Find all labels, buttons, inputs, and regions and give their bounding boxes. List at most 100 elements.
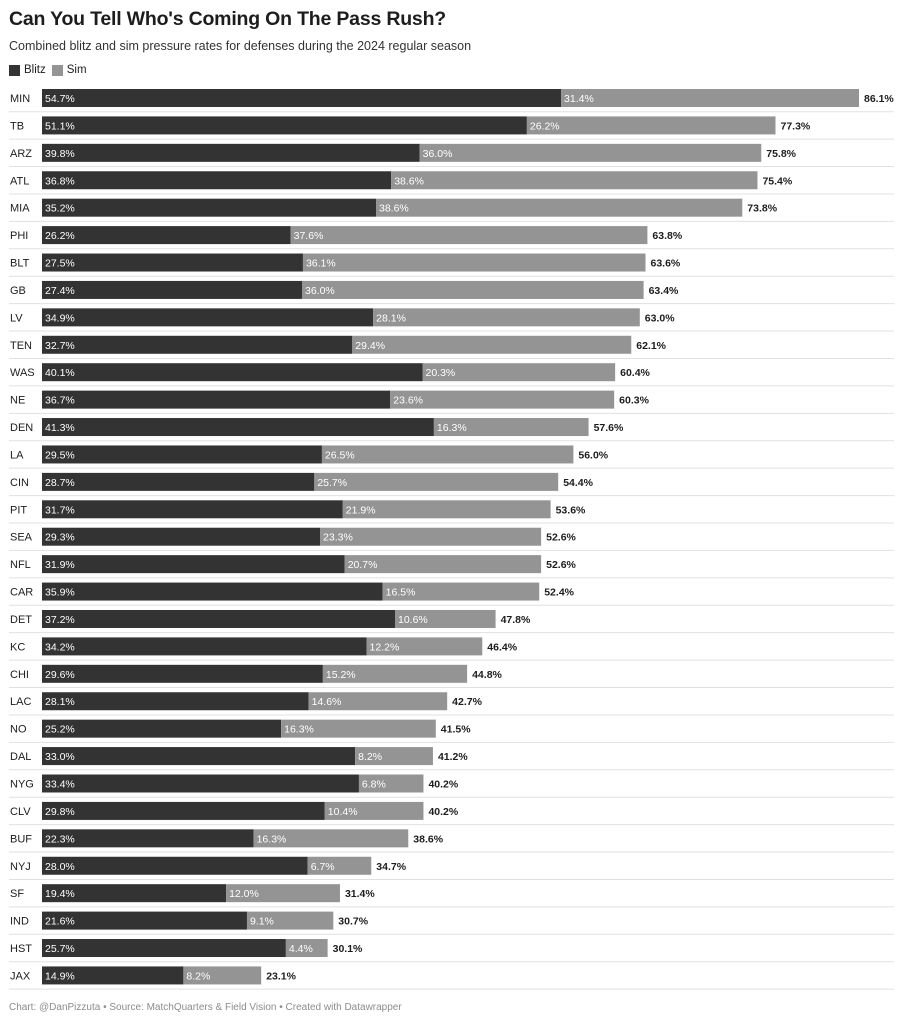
- data-label-blitz: 14.9%: [45, 970, 75, 982]
- data-label-sim: 38.6%: [394, 175, 424, 187]
- category-label: BLT: [10, 258, 30, 270]
- category-label: DET: [10, 614, 32, 626]
- data-label-total: 54.4%: [563, 477, 593, 489]
- data-label-blitz: 29.3%: [45, 532, 75, 544]
- data-label-total: 63.4%: [649, 285, 679, 297]
- data-label-blitz: 35.2%: [45, 203, 75, 215]
- data-label-sim: 16.5%: [386, 587, 416, 599]
- bar-sim: [226, 884, 340, 903]
- data-label-blitz: 27.5%: [45, 258, 75, 270]
- data-label-total: 73.8%: [747, 203, 777, 215]
- bar-blitz: [42, 418, 434, 437]
- category-label: PHI: [10, 230, 28, 242]
- legend-label-blitz: Blitz: [24, 64, 46, 76]
- bar-sim: [376, 198, 743, 217]
- bar-blitz: [42, 253, 303, 272]
- data-label-total: 31.4%: [345, 888, 375, 900]
- data-label-total: 46.4%: [487, 641, 517, 653]
- data-label-blitz: 27.4%: [45, 285, 75, 297]
- category-label: PIT: [10, 504, 27, 516]
- bar-blitz: [42, 692, 309, 711]
- bar-sim: [391, 171, 758, 190]
- category-label: NE: [10, 395, 25, 407]
- bar-blitz: [42, 884, 227, 903]
- data-label-sim: 31.4%: [564, 93, 594, 105]
- data-label-sim: 26.5%: [325, 449, 355, 461]
- data-label-total: 34.7%: [376, 861, 406, 873]
- data-label-total: 40.2%: [428, 806, 458, 818]
- bar-blitz: [42, 89, 562, 107]
- category-label: LAC: [10, 696, 31, 708]
- bar-sim: [302, 253, 646, 272]
- bar-blitz: [42, 856, 308, 875]
- data-label-sim: 15.2%: [326, 669, 356, 681]
- data-label-blitz: 34.2%: [45, 641, 75, 653]
- bar-blitz: [42, 445, 322, 464]
- data-label-sim: 8.2%: [186, 970, 210, 982]
- category-label: CLV: [10, 806, 31, 818]
- bar-blitz: [42, 555, 345, 574]
- data-label-blitz: 34.9%: [45, 312, 75, 324]
- data-label-sim: 37.6%: [294, 230, 324, 242]
- data-label-blitz: 26.2%: [45, 230, 75, 242]
- category-label: ARZ: [10, 148, 32, 160]
- data-label-total: 63.0%: [645, 312, 675, 324]
- bar-blitz: [42, 143, 420, 162]
- bar-sim: [301, 280, 644, 299]
- data-label-total: 63.6%: [650, 258, 680, 270]
- bar-sim: [344, 555, 542, 574]
- data-label-sim: 26.2%: [530, 120, 560, 132]
- data-label-sim: 29.4%: [355, 340, 385, 352]
- bar-sim: [373, 308, 640, 327]
- data-label-total: 41.5%: [441, 724, 471, 736]
- bar-sim: [324, 801, 424, 820]
- data-label-total: 30.1%: [333, 943, 363, 955]
- category-label: NYJ: [10, 861, 31, 873]
- legend-label-sim: Sim: [66, 64, 87, 76]
- bar-blitz: [42, 747, 356, 766]
- bar-sim: [307, 856, 372, 875]
- data-label-blitz: 51.1%: [45, 120, 75, 132]
- data-label-sim: 36.1%: [306, 258, 336, 270]
- bar-blitz: [42, 664, 323, 683]
- data-label-sim: 16.3%: [257, 833, 287, 845]
- data-label-total: 75.4%: [762, 175, 792, 187]
- data-label-blitz: 25.2%: [45, 724, 75, 736]
- bar-blitz: [42, 609, 395, 628]
- category-label: HST: [10, 943, 32, 955]
- data-label-sim: 10.6%: [398, 614, 428, 626]
- data-label-total: 53.6%: [556, 504, 586, 516]
- data-label-total: 47.8%: [501, 614, 531, 626]
- data-label-blitz: 33.4%: [45, 779, 75, 791]
- data-label-sim: 14.6%: [312, 696, 342, 708]
- bar-blitz: [42, 719, 282, 738]
- chart-footer: Chart: @DanPizzuta • Source: MatchQuarte…: [9, 1002, 402, 1013]
- legend-swatch-blitz: [9, 64, 20, 76]
- category-label: JAX: [10, 970, 31, 982]
- bar-blitz: [42, 911, 247, 930]
- data-label-sim: 6.8%: [362, 779, 386, 791]
- data-label-blitz: 36.7%: [45, 395, 75, 407]
- chart-subtitle: Combined blitz and sim pressure rates fo…: [9, 39, 472, 53]
- bar-sim: [285, 939, 328, 958]
- data-label-sim: 4.4%: [289, 943, 313, 955]
- bar-sim: [253, 829, 409, 848]
- data-label-blitz: 22.3%: [45, 833, 75, 845]
- bar-sim: [352, 335, 632, 354]
- bar-blitz: [42, 308, 374, 327]
- bar-blitz: [42, 363, 423, 382]
- data-label-total: 52.6%: [546, 532, 576, 544]
- legend-item-blitz: Blitz: [9, 64, 46, 76]
- bar-sim: [561, 89, 859, 107]
- data-label-sim: 12.0%: [229, 888, 259, 900]
- data-label-blitz: 29.6%: [45, 669, 75, 681]
- data-label-total: 44.8%: [472, 669, 502, 681]
- data-label-sim: 12.2%: [370, 641, 400, 653]
- data-label-sim: 8.2%: [358, 751, 382, 763]
- data-label-blitz: 35.9%: [45, 587, 75, 599]
- data-label-sim: 20.7%: [348, 559, 378, 571]
- bar-sim: [290, 226, 648, 245]
- data-label-blitz: 29.8%: [45, 806, 75, 818]
- data-label-total: 60.4%: [620, 367, 650, 379]
- bar-blitz: [42, 390, 391, 409]
